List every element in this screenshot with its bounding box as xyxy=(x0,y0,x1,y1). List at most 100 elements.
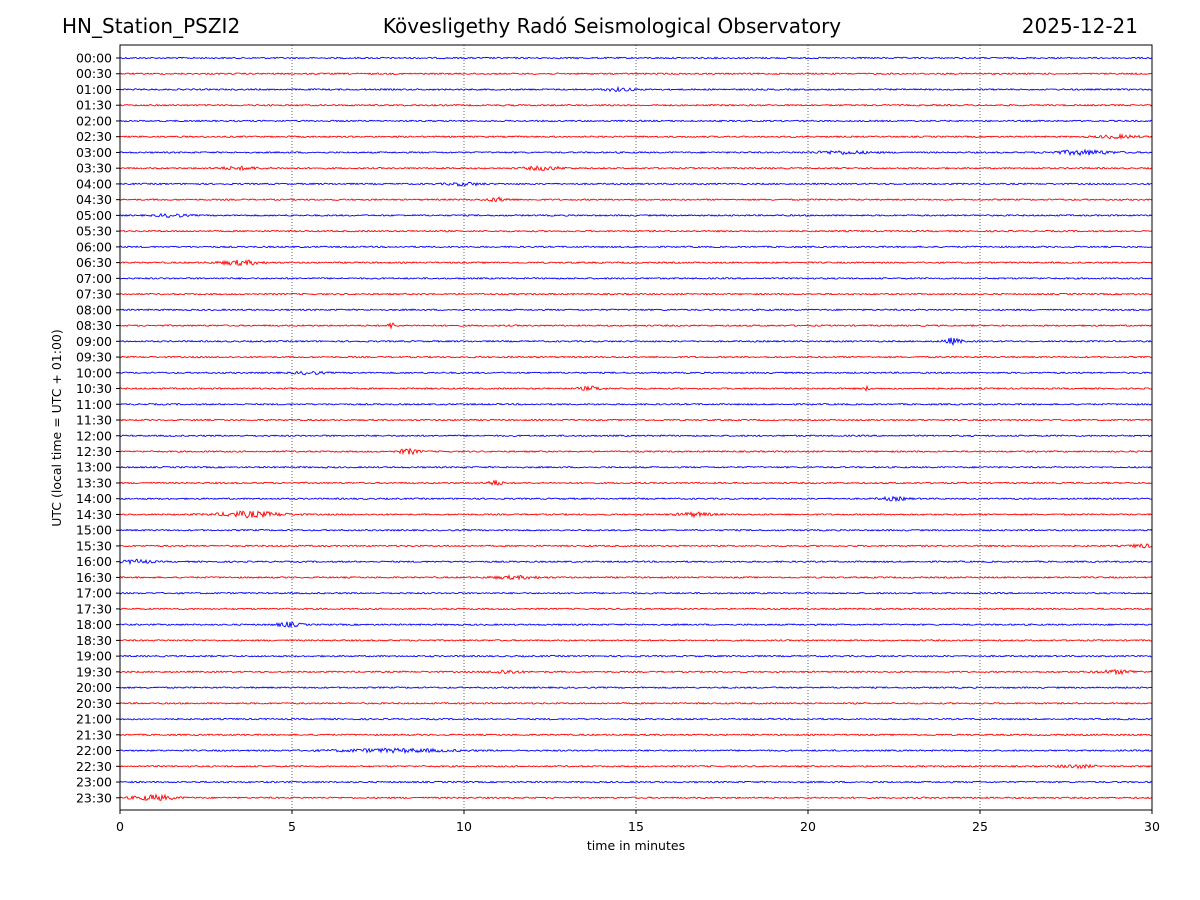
y-tick-label: 16:30 xyxy=(76,570,112,585)
trace-2230 xyxy=(119,763,1153,770)
y-tick-label: 05:00 xyxy=(76,208,112,223)
x-axis-ticks: 0 5 10 15 20 25 30 xyxy=(116,810,1160,834)
x-tick-label: 15 xyxy=(628,819,644,834)
trace-1300 xyxy=(119,465,1153,469)
y-tick-label: 22:00 xyxy=(76,743,112,758)
x-tick-label: 10 xyxy=(456,819,472,834)
trace-0730 xyxy=(119,292,1153,296)
trace-1230 xyxy=(119,447,1153,456)
y-axis-label: UTC (local time = UTC + 01:00) xyxy=(49,329,64,527)
trace-0930 xyxy=(119,355,1153,359)
y-tick-label: 23:00 xyxy=(76,775,112,790)
y-tick-label: 14:00 xyxy=(76,491,112,506)
trace-1930 xyxy=(119,668,1153,676)
y-tick-label: 03:30 xyxy=(76,161,112,176)
y-tick-label: 03:00 xyxy=(76,145,112,160)
y-tick-label: 13:30 xyxy=(76,475,112,490)
y-tick-label: 19:30 xyxy=(76,664,112,679)
y-tick-label: 10:30 xyxy=(76,381,112,396)
y-tick-label: 02:30 xyxy=(76,129,112,144)
y-tick-label: 18:30 xyxy=(76,633,112,648)
y-tick-label: 22:30 xyxy=(76,759,112,774)
trace-0230 xyxy=(119,133,1153,141)
y-tick-label: 07:30 xyxy=(76,287,112,302)
y-tick-label: 09:00 xyxy=(76,334,112,349)
y-tick-label: 20:00 xyxy=(76,680,112,695)
trace-0300 xyxy=(119,148,1153,157)
y-tick-label: 12:00 xyxy=(76,428,112,443)
grid-lines xyxy=(291,45,981,810)
trace-2330 xyxy=(119,793,1153,801)
trace-2000 xyxy=(119,686,1153,690)
date-label: 2025-12-21 xyxy=(1021,14,1138,38)
y-tick-label: 15:00 xyxy=(76,523,112,538)
trace-0030 xyxy=(119,72,1153,76)
trace-2300 xyxy=(119,780,1153,784)
trace-1100 xyxy=(119,402,1153,406)
y-tick-label: 19:00 xyxy=(76,649,112,664)
trace-1330 xyxy=(119,479,1153,486)
trace-1200 xyxy=(119,434,1153,438)
trace-0400 xyxy=(119,181,1153,187)
trace-2030 xyxy=(119,701,1153,705)
trace-1530 xyxy=(119,542,1153,549)
trace-0000 xyxy=(119,56,1153,60)
trace-0630 xyxy=(119,259,1153,267)
trace-1900 xyxy=(119,654,1153,658)
y-tick-label: 01:30 xyxy=(76,98,112,113)
y-tick-label: 10:00 xyxy=(76,365,112,380)
y-tick-label: 09:30 xyxy=(76,350,112,365)
y-tick-label: 14:30 xyxy=(76,507,112,522)
trace-2200 xyxy=(119,747,1153,755)
trace-0830 xyxy=(119,322,1153,330)
y-tick-label: 06:30 xyxy=(76,255,112,270)
observatory-title: Kövesligethy Radó Seismological Observat… xyxy=(382,14,842,38)
y-tick-label: 00:30 xyxy=(76,66,112,81)
x-tick-label: 30 xyxy=(1144,819,1160,834)
y-tick-label: 17:30 xyxy=(76,601,112,616)
trace-1800 xyxy=(119,621,1153,628)
trace-0330 xyxy=(119,165,1153,172)
y-tick-label: 04:30 xyxy=(76,192,112,207)
trace-1700 xyxy=(119,591,1153,595)
trace-1400 xyxy=(119,495,1153,503)
trace-0130 xyxy=(119,103,1153,107)
y-tick-label: 02:00 xyxy=(76,113,112,128)
y-tick-label: 11:00 xyxy=(76,397,112,412)
trace-1030 xyxy=(119,384,1153,392)
x-tick-label: 20 xyxy=(800,819,816,834)
x-axis-label: time in minutes xyxy=(587,838,685,853)
y-tick-label: 06:00 xyxy=(76,239,112,254)
trace-1000 xyxy=(119,370,1153,376)
trace-1600 xyxy=(119,558,1153,566)
trace-1130 xyxy=(119,418,1153,422)
trace-0200 xyxy=(119,119,1153,123)
y-tick-label: 15:30 xyxy=(76,538,112,553)
trace-0800 xyxy=(119,308,1153,312)
y-tick-label: 04:00 xyxy=(76,176,112,191)
y-tick-label: 11:30 xyxy=(76,413,112,428)
station-label: HN_Station_PSZI2 xyxy=(62,14,241,38)
trace-0500 xyxy=(119,213,1153,219)
y-tick-label: 16:00 xyxy=(76,554,112,569)
y-tick-label: 18:00 xyxy=(76,617,112,632)
y-tick-label: 23:30 xyxy=(76,790,112,805)
y-tick-label: 21:00 xyxy=(76,712,112,727)
trace-1730 xyxy=(119,607,1153,611)
y-tick-label: 12:30 xyxy=(76,444,112,459)
x-tick-label: 25 xyxy=(972,819,988,834)
trace-0530 xyxy=(119,229,1153,233)
y-tick-label: 01:00 xyxy=(76,82,112,97)
trace-0600 xyxy=(119,245,1153,249)
y-tick-label: 13:00 xyxy=(76,460,112,475)
trace-0900 xyxy=(119,337,1153,347)
y-tick-label: 07:00 xyxy=(76,271,112,286)
y-tick-label: 17:00 xyxy=(76,586,112,601)
y-tick-label: 05:30 xyxy=(76,224,112,239)
trace-0430 xyxy=(119,196,1153,203)
x-tick-label: 5 xyxy=(288,819,296,834)
y-tick-label: 08:30 xyxy=(76,318,112,333)
trace-1430 xyxy=(119,510,1153,519)
trace-2130 xyxy=(119,733,1153,737)
